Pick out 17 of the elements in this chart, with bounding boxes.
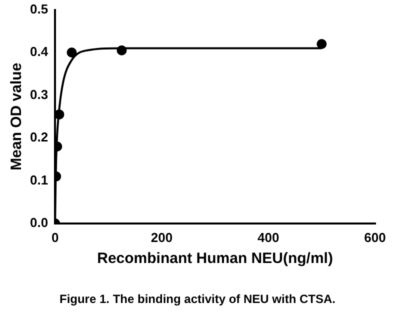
y-tick-label: 0.4 <box>30 44 49 60</box>
y-axis-title: Mean OD value <box>8 62 26 170</box>
y-tick-label: 0.1 <box>30 172 48 188</box>
point <box>55 109 64 120</box>
y-tick-label: 0.0 <box>30 214 48 230</box>
caption: Figure 1. The binding activity of NEU with CTSA. <box>58 292 336 306</box>
x-tick-label: 400 <box>258 230 280 245</box>
point <box>316 38 327 49</box>
y-tick-label: 0.2 <box>30 130 48 145</box>
y-tick-label: 0.5 <box>30 1 48 16</box>
x-tick-label: 0 <box>51 230 59 245</box>
x-tick-label: 200 <box>150 230 173 245</box>
x-axis-title: Recombinant Human NEU(ng/ml) <box>97 250 333 268</box>
y-tick-label: 0.3 <box>30 86 48 102</box>
point <box>116 45 127 56</box>
point <box>66 48 77 58</box>
x-tick-label: 600 <box>364 230 386 245</box>
